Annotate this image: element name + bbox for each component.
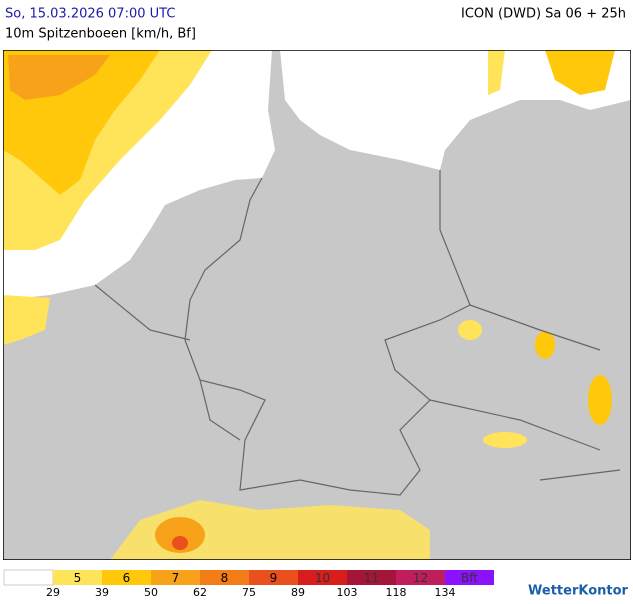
gust-area-6 <box>535 331 555 359</box>
legend-class-label: 11 <box>364 571 379 585</box>
legend-threshold: 89 <box>291 586 305 599</box>
legend-swatch <box>53 570 102 585</box>
gust-area-7 <box>155 517 205 553</box>
country-border <box>184 170 471 496</box>
legend-swatch <box>3 569 54 586</box>
gust-area-5 <box>488 50 505 95</box>
legend-swatch <box>102 570 151 585</box>
legend-class-label: 5 <box>74 571 82 585</box>
parameter: 10m Spitzenboeen [km/h, Bf] <box>5 27 196 42</box>
model-run: ICON (DWD) Sa 06 + 25h <box>461 7 626 22</box>
gust-area-6 <box>545 50 615 95</box>
gust-area-5 <box>483 432 527 448</box>
legend-class-label: 7 <box>172 571 180 585</box>
gust-area-5 <box>458 320 482 340</box>
logo: WetterKontor <box>528 584 629 599</box>
gust-area-7 <box>8 55 110 100</box>
legend-class-label: 12 <box>413 571 428 585</box>
legend-threshold: 75 <box>242 586 256 599</box>
legend-threshold: 50 <box>144 586 158 599</box>
legend-class-label: Bft <box>461 571 478 585</box>
legend-threshold: 29 <box>46 586 60 599</box>
legend-swatch <box>298 570 347 585</box>
baltic-sea <box>280 50 520 170</box>
valid-time: So, 15.03.2026 07:00 UTC <box>5 7 175 22</box>
legend-threshold: 103 <box>337 586 358 599</box>
country-border <box>94 284 621 481</box>
legend-threshold: 62 <box>193 586 207 599</box>
legend-class-label: 8 <box>221 571 229 585</box>
legend-class-label: 9 <box>270 571 278 585</box>
legend-swatch <box>445 570 494 585</box>
legend-swatch <box>396 570 445 585</box>
legend-swatch <box>200 570 249 585</box>
gust-area-6 <box>588 375 612 425</box>
map <box>3 50 631 560</box>
legend-class-label: 6 <box>123 571 131 585</box>
legend-swatch <box>151 570 200 585</box>
legend-threshold: 118 <box>386 586 407 599</box>
gust-area-5 <box>3 295 50 345</box>
legend-swatch <box>347 570 396 585</box>
legend-threshold: 39 <box>95 586 109 599</box>
legend-threshold: 134 <box>435 586 456 599</box>
legend-swatch <box>249 570 298 585</box>
legend-class-label: 10 <box>315 571 330 585</box>
gust-area-9 <box>172 536 188 550</box>
